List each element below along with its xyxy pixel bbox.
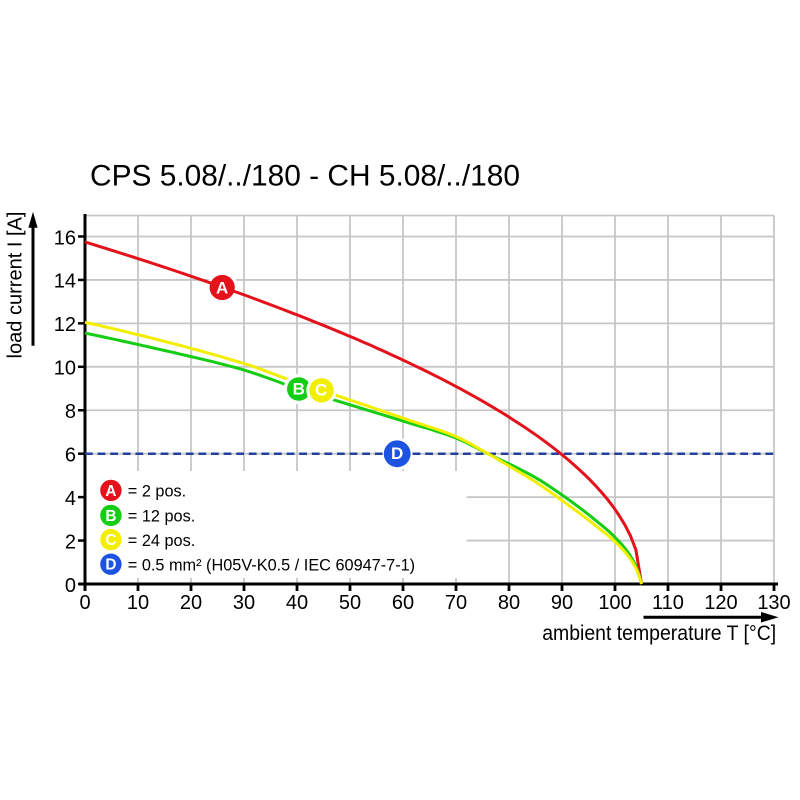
- svg-text:110: 110: [652, 592, 684, 614]
- svg-text:0: 0: [65, 575, 76, 597]
- svg-text:0: 0: [79, 592, 90, 614]
- svg-text:120: 120: [704, 592, 737, 614]
- svg-text:130: 130: [757, 592, 790, 614]
- svg-text:4: 4: [65, 488, 76, 510]
- svg-text:10: 10: [54, 358, 76, 380]
- svg-text:CPS 5.08/../180 - CH 5.08/../1: CPS 5.08/../180 - CH 5.08/../180: [90, 160, 520, 193]
- svg-text:50: 50: [339, 592, 361, 614]
- svg-text:load current I [A]: load current I [A]: [5, 212, 27, 359]
- svg-text:16: 16: [54, 227, 76, 249]
- svg-text:ambient temperature T [°C]: ambient temperature T [°C]: [542, 622, 776, 645]
- svg-text:8: 8: [65, 401, 76, 423]
- svg-text:= 0.5 mm² (H05V-K0.5 / IEC 609: = 0.5 mm² (H05V-K0.5 / IEC 60947-7-1): [128, 557, 415, 575]
- svg-text:10: 10: [127, 592, 149, 614]
- svg-text:= 2 pos.: = 2 pos.: [128, 483, 186, 501]
- svg-text:2: 2: [65, 531, 76, 553]
- svg-text:A: A: [216, 279, 228, 298]
- svg-text:100: 100: [598, 592, 631, 614]
- svg-text:40: 40: [286, 592, 308, 614]
- svg-text:C: C: [315, 381, 327, 400]
- svg-text:60: 60: [392, 592, 414, 614]
- svg-text:14: 14: [54, 271, 76, 293]
- svg-text:C: C: [105, 532, 116, 549]
- svg-text:12: 12: [54, 314, 76, 336]
- svg-text:6: 6: [65, 445, 76, 467]
- svg-text:B: B: [105, 508, 116, 525]
- svg-text:= 24 pos.: = 24 pos.: [128, 532, 195, 550]
- svg-text:D: D: [105, 557, 116, 574]
- svg-text:30: 30: [233, 592, 255, 614]
- svg-text:B: B: [293, 379, 305, 398]
- svg-text:20: 20: [180, 592, 202, 614]
- svg-text:70: 70: [445, 592, 467, 614]
- svg-text:= 12 pos.: = 12 pos.: [128, 508, 195, 526]
- svg-text:A: A: [105, 483, 116, 500]
- svg-text:90: 90: [551, 592, 573, 614]
- svg-text:80: 80: [498, 592, 520, 614]
- svg-text:D: D: [391, 444, 403, 463]
